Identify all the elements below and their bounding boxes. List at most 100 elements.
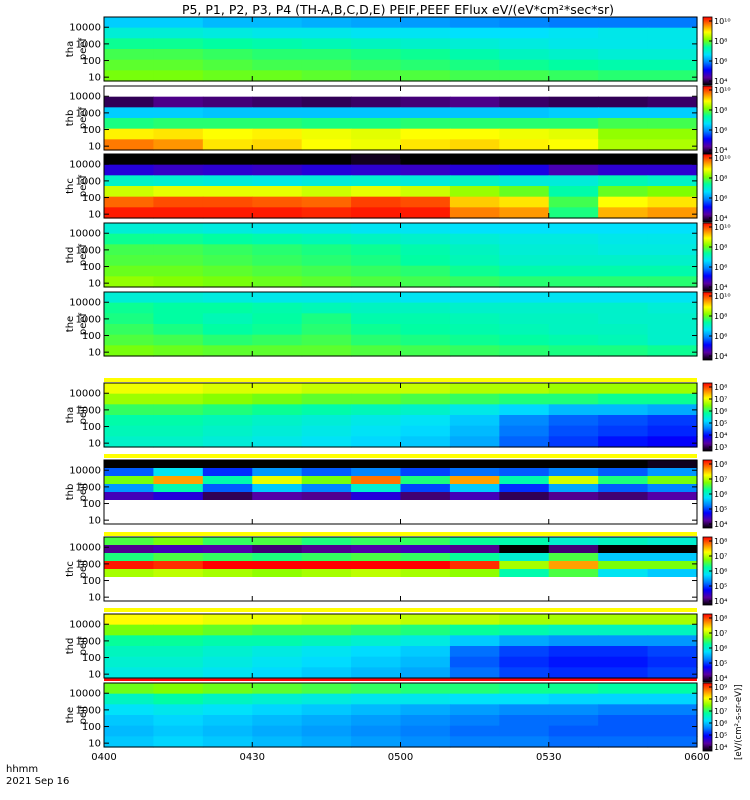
colorbar-tick-label: 10⁶ [714, 263, 727, 272]
cell-tha-peef-3-4 [301, 49, 352, 61]
cell-thc-peif-0-0 [104, 537, 155, 546]
cell-thd-peif-2-1 [153, 635, 204, 647]
y-tick-label: 10000 [69, 543, 101, 554]
panel-probe-label: thc [65, 561, 76, 577]
panel-thc-peif: 10 100 1000 10000 thc peif 10⁴ 10⁵ 10⁶ 10⁷ 10⁸ [65, 536, 727, 606]
cell-thd-peef-3-8 [499, 255, 550, 267]
cell-thc-peef-2-2 [202, 175, 253, 187]
cell-thc-peif-6-11 [647, 585, 698, 594]
cell-thc-peif-7-3 [252, 593, 303, 602]
cell-tha-peif-5-8 [499, 436, 550, 448]
cell-the-peef-3-11 [647, 324, 698, 336]
cell-thd-peif-5-4 [301, 667, 352, 679]
cell-the-peef-3-0 [104, 324, 155, 336]
cell-thb-peif-7-0 [104, 516, 155, 525]
cell-thd-peif-5-8 [499, 667, 550, 679]
cell-thb-peif-4-7 [449, 492, 500, 501]
cell-the-peef-0-2 [202, 292, 253, 304]
cell-thb-peif-0-4 [301, 460, 352, 469]
cell-the-peif-3-6 [400, 715, 451, 727]
y-tick-label: 10 [88, 210, 101, 221]
cell-thc-peif-7-7 [449, 593, 500, 602]
cell-thc-peif-4-10 [598, 569, 649, 578]
cell-thb-peef-3-4 [301, 118, 352, 130]
cell-thb-peif-1-4 [301, 468, 352, 477]
y-tick-label: 10 [88, 73, 101, 84]
cell-the-peef-3-10 [598, 324, 649, 336]
colorbar [702, 222, 713, 292]
y-tick-label: 100 [82, 262, 101, 273]
cell-thc-peef-1-4 [301, 164, 352, 176]
cell-thc-peif-6-5 [351, 585, 402, 594]
cell-thd-peef-2-2 [202, 244, 253, 256]
y-tick-label: 10000 [69, 298, 101, 309]
cell-thc-peif-2-11 [647, 553, 698, 562]
cell-the-peif-3-0 [104, 715, 155, 727]
cell-thb-peef-3-1 [153, 118, 204, 130]
cell-the-peef-0-8 [499, 292, 550, 304]
cell-tha-peif-4-4 [301, 425, 352, 437]
cell-thc-peef-1-6 [400, 164, 451, 176]
cell-the-peif-2-5 [351, 704, 402, 716]
cell-thd-peif-0-8 [499, 614, 550, 626]
cell-tha-peef-3-10 [598, 49, 649, 61]
cell-thd-peif-5-11 [647, 667, 698, 679]
cell-thb-peif-7-2 [202, 516, 253, 525]
cell-the-peef-2-8 [499, 313, 550, 325]
y-tick-label: 100 [82, 56, 101, 67]
cell-thc-peef-0-9 [548, 154, 599, 166]
panel-gap-strip-3 [104, 608, 697, 612]
cell-tha-peif-0-6 [400, 383, 451, 395]
cell-thb-peif-1-9 [548, 468, 599, 477]
cell-thd-peif-3-2 [202, 646, 253, 658]
cell-the-peif-5-7 [449, 736, 500, 748]
cell-thc-peif-4-0 [104, 569, 155, 578]
x-tick-label: 0400 [91, 752, 116, 763]
cell-thc-peef-4-5 [351, 196, 402, 208]
cell-thc-peif-2-3 [252, 553, 303, 562]
cell-thb-peif-3-6 [400, 484, 451, 493]
cell-thd-peef-2-6 [400, 244, 451, 256]
cell-tha-peif-2-3 [252, 404, 303, 416]
cell-the-peef-4-4 [301, 334, 352, 346]
cell-thb-peif-0-7 [449, 460, 500, 469]
cell-the-peef-0-1 [153, 292, 204, 304]
cell-tha-peif-5-3 [252, 436, 303, 448]
cell-thd-peif-2-3 [252, 635, 303, 647]
cell-thb-peif-3-0 [104, 484, 155, 493]
cell-thd-peef-3-4 [301, 255, 352, 267]
cell-the-peif-0-4 [301, 683, 352, 695]
cell-thc-peif-6-4 [301, 585, 352, 594]
cell-thd-peef-3-5 [351, 255, 402, 267]
cell-thb-peef-5-7 [449, 139, 500, 151]
cell-thd-peef-3-2 [202, 255, 253, 267]
cell-thc-peif-7-8 [499, 593, 550, 602]
cell-the-peef-1-11 [647, 302, 698, 314]
cell-thb-peif-1-11 [647, 468, 698, 477]
cell-the-peif-4-3 [252, 725, 303, 737]
cell-thb-peef-3-7 [449, 118, 500, 130]
cell-the-peef-0-9 [548, 292, 599, 304]
cell-tha-peif-3-3 [252, 415, 303, 427]
y-tick-label: 100 [82, 653, 101, 664]
cell-tha-peif-3-7 [449, 415, 500, 427]
cell-thb-peef-5-9 [548, 139, 599, 151]
cell-thb-peif-0-10 [598, 460, 649, 469]
cell-tha-peif-4-5 [351, 425, 402, 437]
cell-tha-peif-0-5 [351, 383, 402, 395]
cell-thb-peef-3-6 [400, 118, 451, 130]
cell-thc-peef-4-2 [202, 196, 253, 208]
cell-thd-peef-5-3 [252, 276, 303, 288]
cell-the-peef-2-7 [449, 313, 500, 325]
cell-thd-peef-2-1 [153, 244, 204, 256]
cell-thb-peif-1-5 [351, 468, 402, 477]
cell-thd-peif-0-9 [548, 614, 599, 626]
cell-tha-peef-3-7 [449, 49, 500, 61]
cell-tha-peif-2-8 [499, 404, 550, 416]
cell-thd-peef-4-2 [202, 265, 253, 277]
cell-thd-peif-0-2 [202, 614, 253, 626]
cell-tha-peef-2-7 [449, 38, 500, 50]
cell-thd-peif-5-5 [351, 667, 402, 679]
cell-the-peif-5-9 [548, 736, 599, 748]
